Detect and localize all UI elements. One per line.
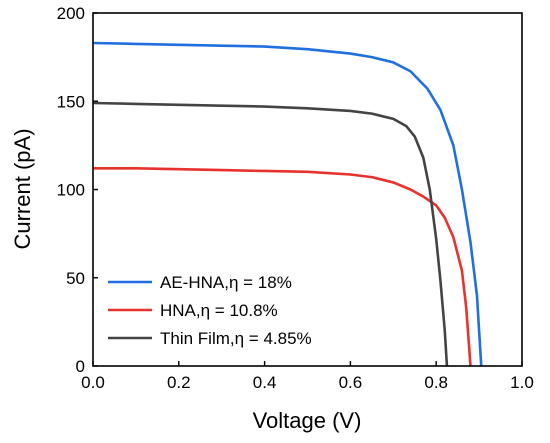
y-tick-label: 150 bbox=[57, 92, 85, 111]
legend-label-2: Thin Film,η = 4.85% bbox=[160, 329, 312, 348]
x-tick-label: 1.0 bbox=[510, 373, 534, 392]
x-tick-label: 0.0 bbox=[81, 373, 105, 392]
y-tick-label: 200 bbox=[57, 4, 85, 23]
plot-lines bbox=[92, 41, 483, 367]
series-line-2 bbox=[92, 101, 449, 367]
y-tick-label: 100 bbox=[57, 181, 85, 200]
x-tick-label: 0.6 bbox=[339, 373, 363, 392]
legend-label-1: HNA,η = 10.8% bbox=[160, 301, 278, 320]
x-ticks: 0.0 0.2 0.4 0.6 0.8 1.0 bbox=[81, 361, 534, 392]
series-line-0 bbox=[92, 41, 483, 367]
x-tick-label: 0.2 bbox=[167, 373, 191, 392]
x-axis-label: Voltage (V) bbox=[253, 408, 362, 433]
y-tick-label: 0 bbox=[76, 357, 85, 376]
legend: AE-HNA,η = 18% HNA,η = 10.8% Thin Film,η =… bbox=[108, 273, 312, 348]
y-tick-label: 50 bbox=[66, 269, 85, 288]
legend-label-0: AE-HNA,η = 18% bbox=[160, 273, 292, 292]
y-axis-label: Current (pA) bbox=[10, 128, 35, 249]
y-ticks: 0 50 100 150 200 bbox=[57, 4, 98, 376]
x-tick-label: 0.8 bbox=[424, 373, 448, 392]
series-line-1 bbox=[93, 167, 472, 367]
x-tick-label: 0.4 bbox=[253, 373, 277, 392]
